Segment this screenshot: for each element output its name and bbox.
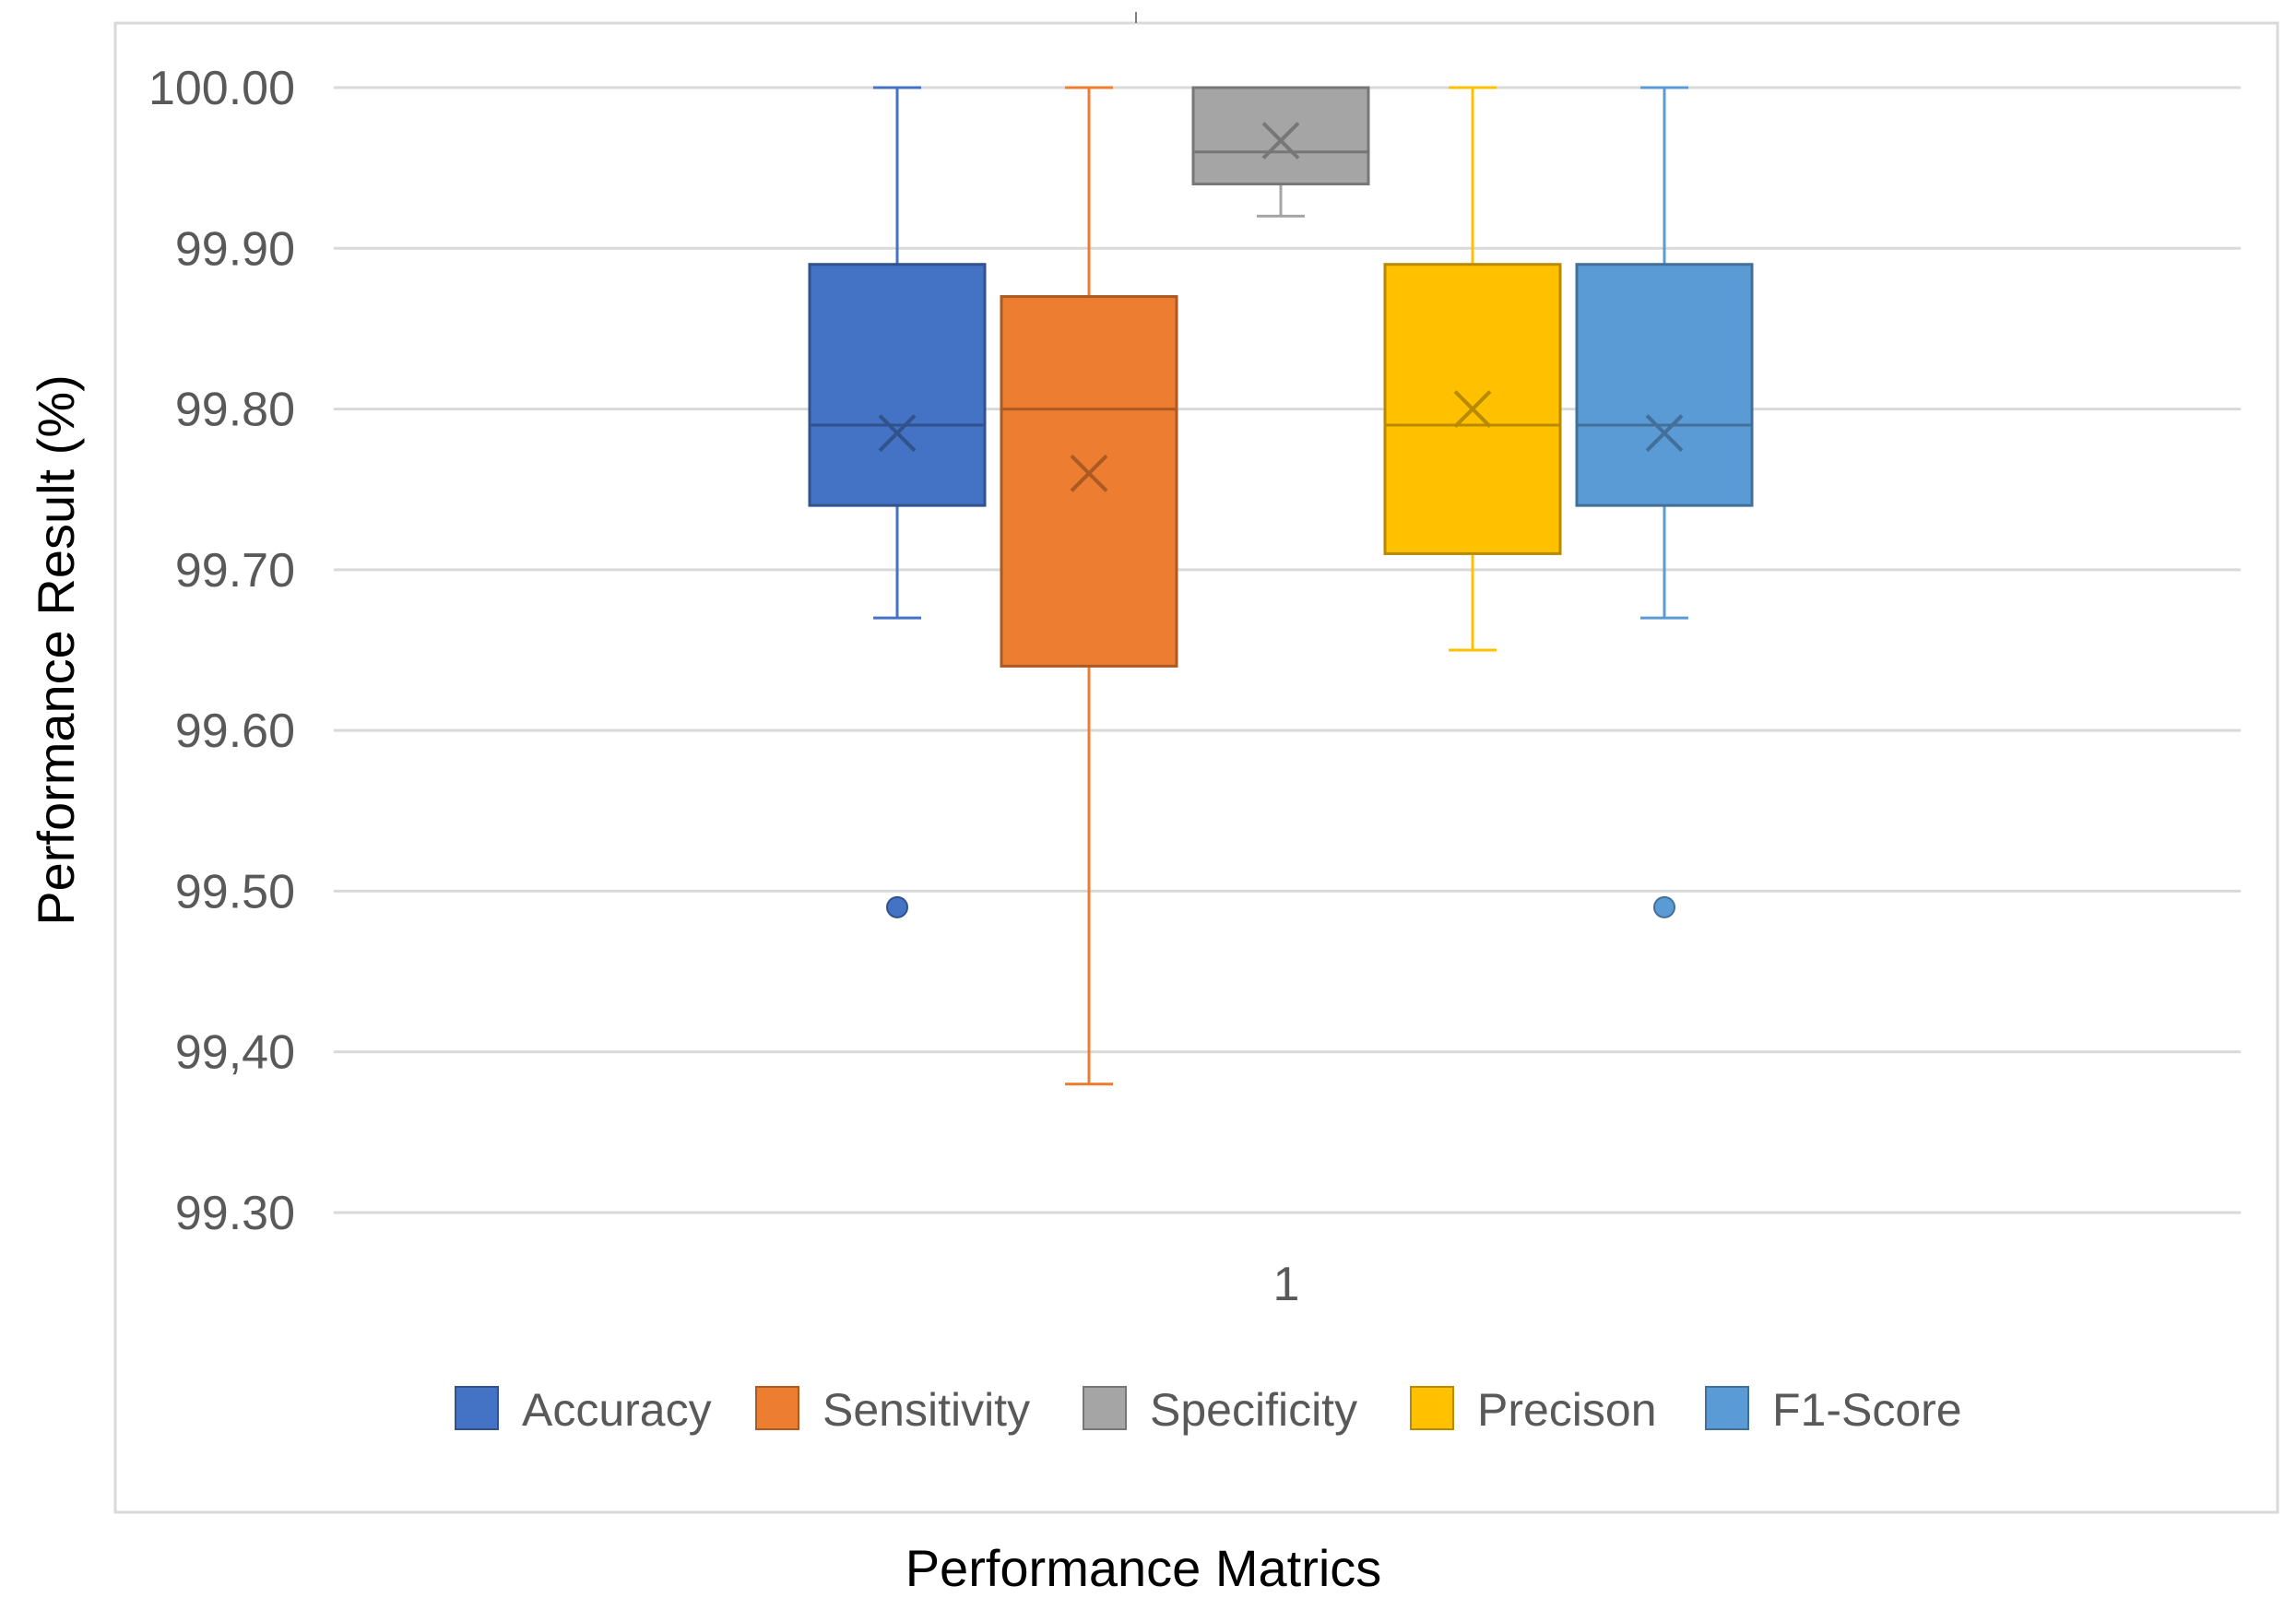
y-tick-label: 100.00 bbox=[148, 62, 295, 115]
legend-label: Specificity bbox=[1150, 1384, 1357, 1436]
box-f1-score bbox=[1575, 86, 1754, 918]
y-axis-title: Performance Result (%) bbox=[27, 374, 85, 926]
legend-label: F1-Score bbox=[1772, 1384, 1962, 1436]
legend-swatch bbox=[1083, 1386, 1127, 1430]
y-axis-ticks: 99.30 99,40 99.50 99.60 99.70 99.80 99.90 100.0… bbox=[148, 62, 295, 1240]
legend-swatch bbox=[455, 1386, 499, 1430]
mean-marker bbox=[1261, 122, 1300, 160]
legend-swatch bbox=[1410, 1386, 1454, 1430]
y-tick-label: 99.50 bbox=[175, 865, 295, 918]
iqr-box bbox=[1191, 86, 1370, 186]
iqr-box bbox=[808, 263, 987, 507]
mean-marker bbox=[878, 414, 917, 453]
box-accuracy bbox=[808, 86, 987, 918]
box-specificity bbox=[1191, 86, 1370, 218]
outlier-point bbox=[1653, 895, 1675, 918]
box-sensitivity bbox=[1000, 86, 1178, 1086]
legend-label: Accuracy bbox=[522, 1384, 712, 1436]
x-category-label: 1 bbox=[1273, 1258, 1300, 1311]
legend-label: Sensitivity bbox=[823, 1384, 1030, 1436]
iqr-box bbox=[1000, 295, 1178, 668]
boxes bbox=[808, 86, 1754, 1086]
legend: Accuracy Sensitivity Specificity Precison F1… bbox=[455, 1384, 1962, 1436]
chart-frame bbox=[113, 21, 2279, 1514]
legend-swatch bbox=[1705, 1386, 1749, 1430]
mean-marker bbox=[1453, 390, 1492, 428]
mean-marker bbox=[1070, 454, 1108, 492]
mean-marker bbox=[1645, 414, 1684, 453]
iqr-box bbox=[1575, 263, 1754, 507]
y-tick-label: 99.30 bbox=[175, 1187, 295, 1240]
y-tick-label: 99.60 bbox=[175, 704, 295, 758]
legend-label: Precison bbox=[1477, 1384, 1657, 1436]
y-tick-label: 99.70 bbox=[175, 544, 295, 598]
y-tick-label: 99.80 bbox=[175, 384, 295, 437]
y-tick-label: 99,40 bbox=[175, 1026, 295, 1080]
outlier-point bbox=[886, 895, 908, 918]
box-precison bbox=[1383, 86, 1562, 652]
x-axis-title: Performance Matrics bbox=[905, 1539, 1382, 1597]
legend-swatch bbox=[755, 1386, 799, 1430]
y-tick-label: 99.90 bbox=[175, 222, 295, 276]
gridlines bbox=[334, 12, 2241, 1214]
